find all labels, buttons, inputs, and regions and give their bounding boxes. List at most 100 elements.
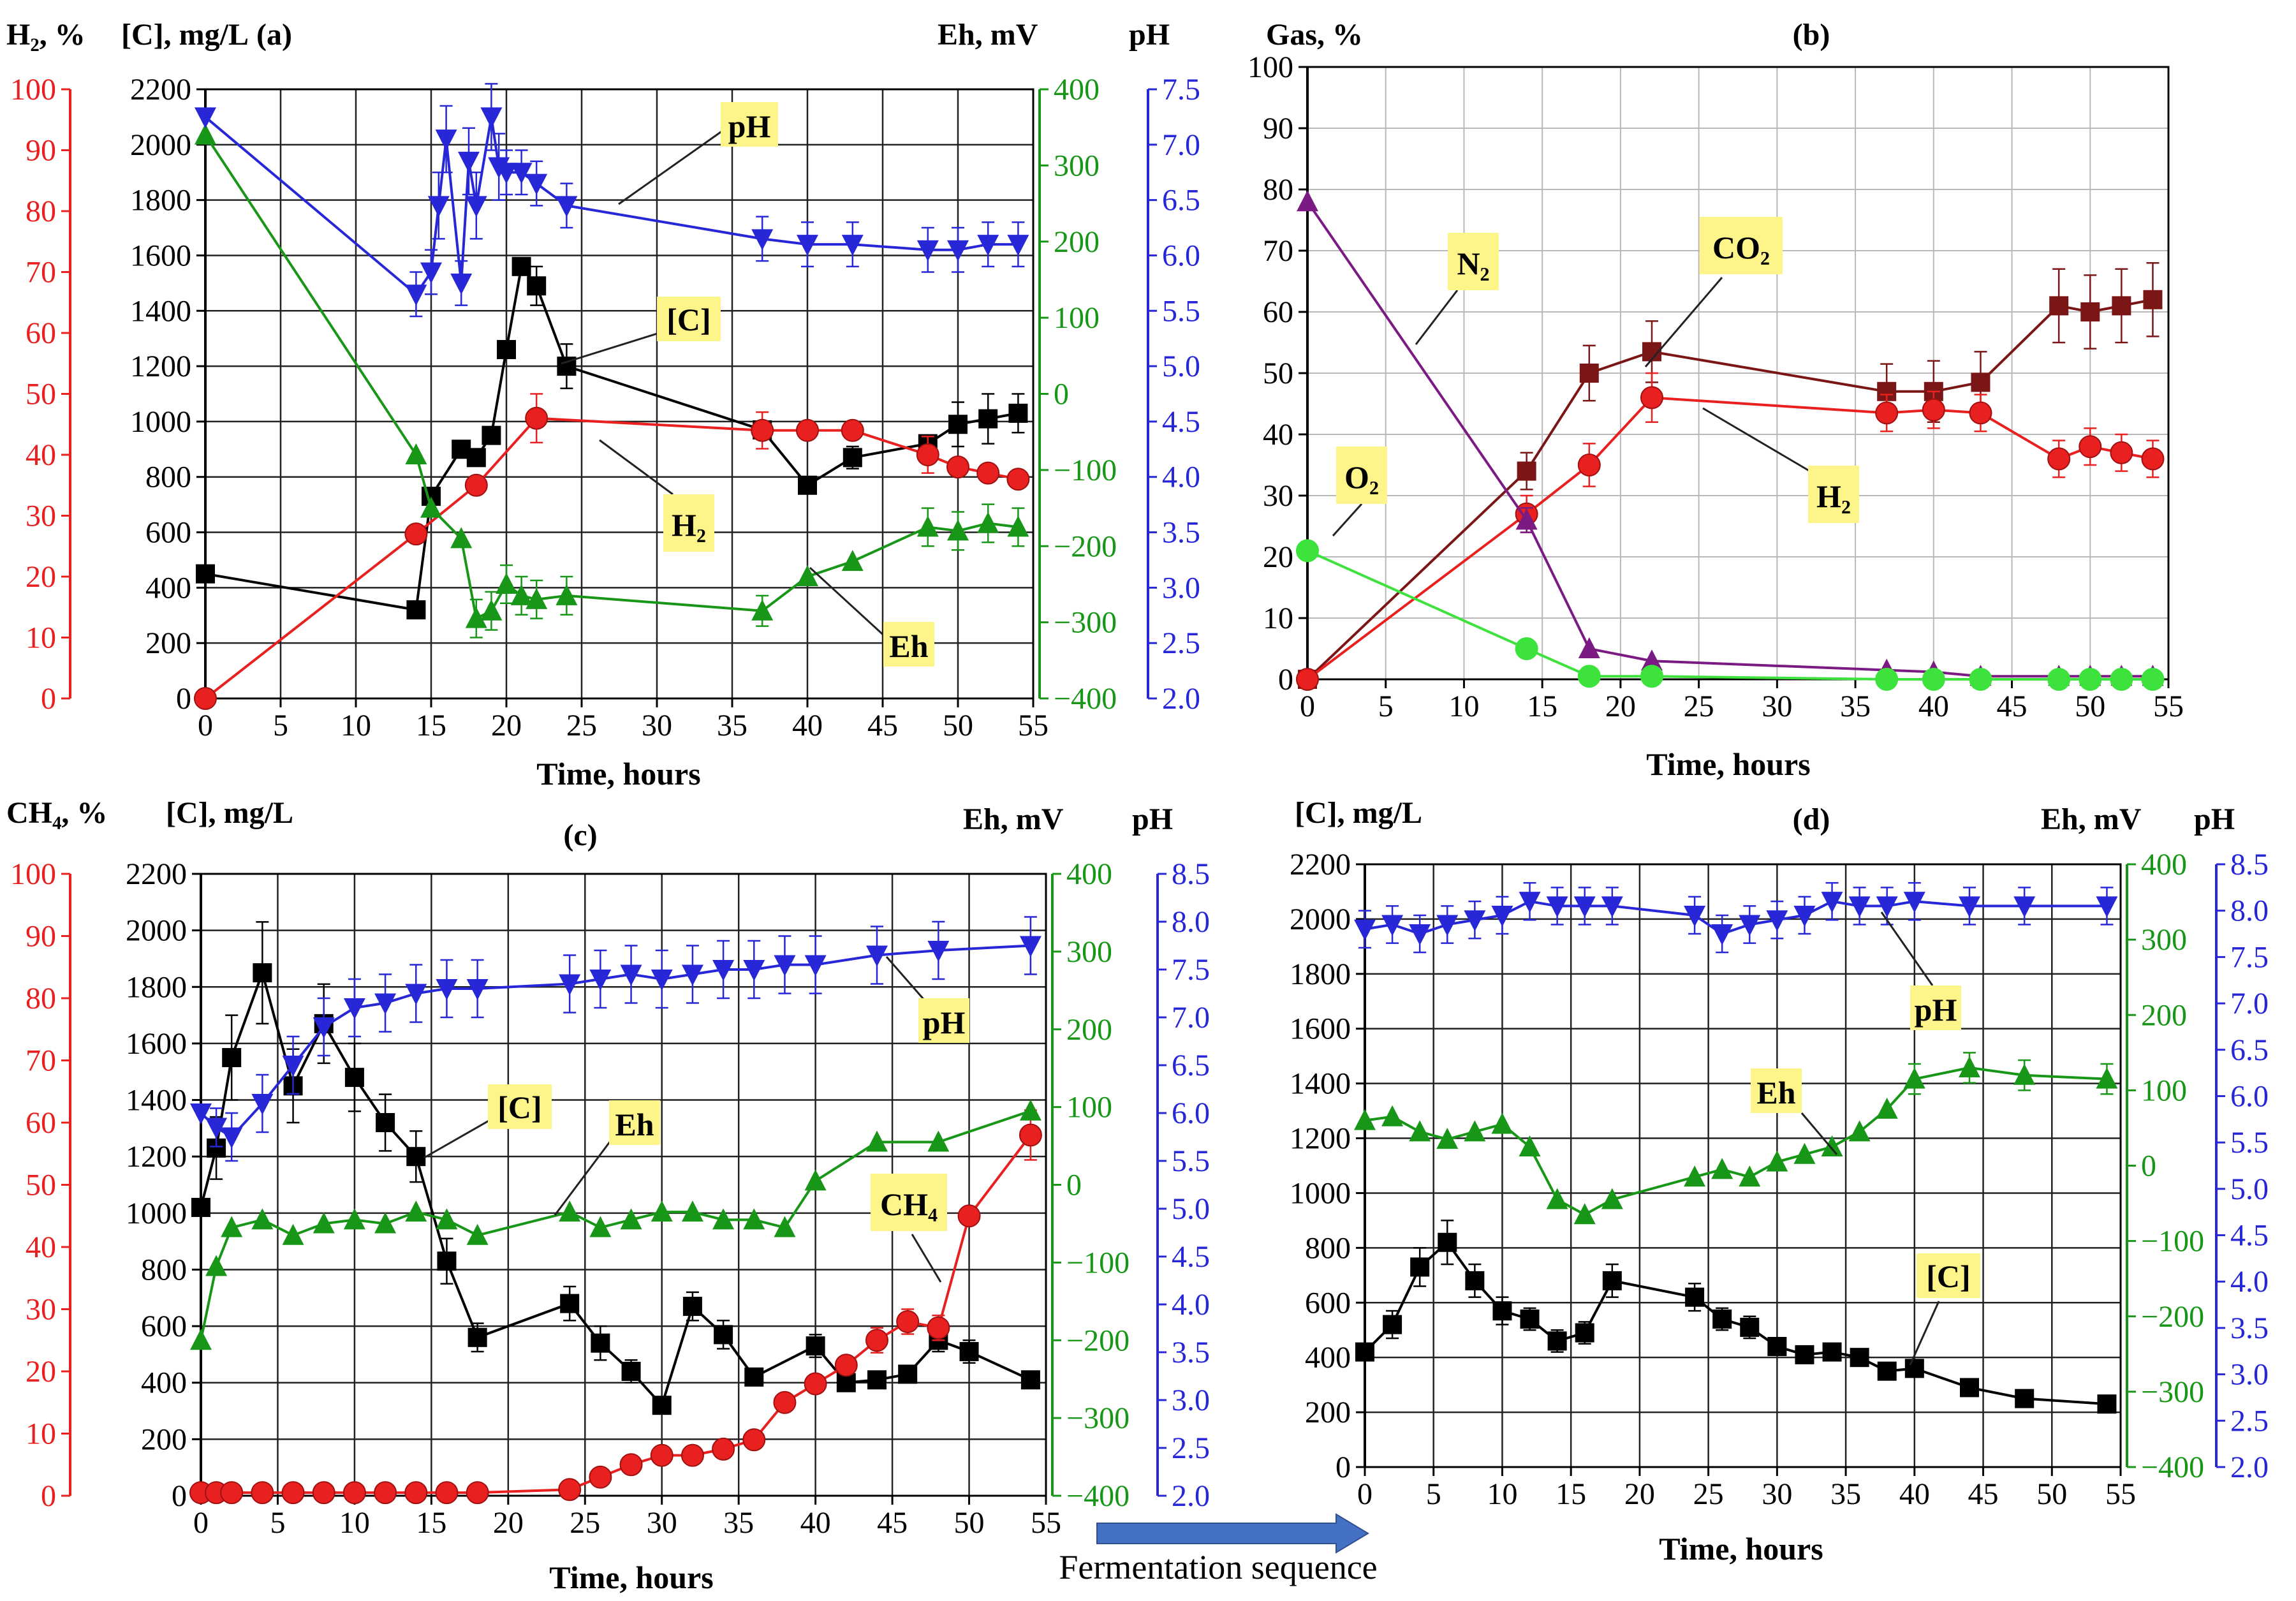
y-tick-label-right_eh: −200: [2141, 1300, 2204, 1334]
y-tick-label-left_pct: 70: [26, 1044, 56, 1078]
callout-a-ph: pH: [618, 102, 778, 205]
marker-point: [464, 473, 488, 497]
marker-point: [253, 963, 272, 983]
marker-point: [1876, 1097, 1898, 1119]
y-tick-label-right_ph: 3.0: [2230, 1358, 2269, 1392]
marker-point: [2080, 302, 2100, 321]
y-tick-label-right_eh: −100: [2141, 1225, 2204, 1258]
callout-c-ch4-box: [871, 1174, 947, 1231]
marker-point: [1355, 1342, 1374, 1362]
marker-point: [804, 955, 827, 977]
x-tick-label: 25: [1684, 690, 1714, 723]
y-tick-label-left_pct: 50: [26, 378, 56, 411]
callout-b-n2-text: N₂: [1457, 246, 1489, 281]
marker-point: [376, 1113, 395, 1132]
y-tick-label-left_pct: 90: [26, 134, 56, 168]
marker-point: [977, 235, 999, 256]
marker-point: [1793, 1142, 1816, 1164]
marker-point: [312, 1481, 335, 1505]
callout-b-h2-leader: [1702, 407, 1812, 473]
x-tick-label: 20: [491, 709, 522, 742]
marker-point: [1296, 668, 1319, 691]
marker-point: [867, 1370, 887, 1390]
x-tick-label: 10: [1487, 1477, 1517, 1511]
marker-point: [1684, 905, 1706, 927]
y-tick-label-right_eh: 400: [1054, 73, 1100, 107]
marker-point: [436, 979, 458, 1000]
marker-point: [406, 600, 426, 620]
marker-point: [1517, 461, 1536, 481]
marker-point: [1969, 668, 1992, 691]
x-tick-label: 25: [1693, 1477, 1724, 1511]
x-tick-label: 50: [943, 709, 973, 742]
marker-point: [898, 1364, 918, 1384]
marker-point: [742, 1428, 766, 1452]
x-tick-label: 10: [1448, 690, 1479, 723]
y-tick-label-left_c: 0: [172, 1479, 187, 1513]
panel-d-x-title: Time, hours: [1659, 1531, 1823, 1567]
y-tick-label-left_pct: 70: [26, 256, 56, 290]
marker-point: [1577, 454, 1601, 476]
x-tick-label: 45: [867, 709, 898, 742]
panel-b-label: (b): [1793, 18, 1830, 52]
marker-point: [589, 1216, 612, 1237]
marker-point: [1850, 1348, 1869, 1368]
callout-b-n2-leader: [1415, 290, 1459, 345]
callout-b-co2: CO₂: [1644, 217, 1783, 367]
series-line-green: [204, 134, 1019, 621]
callout-a-h2-text: H₂: [672, 507, 706, 543]
y-tick-label-left_pct: 40: [1263, 418, 1293, 452]
y-tick-label-left_c: 2000: [130, 128, 191, 162]
y-tick-label-right_ph: 7.5: [1162, 73, 1200, 107]
marker-point: [1766, 1150, 1788, 1172]
callout-d-c-text: [C]: [1926, 1258, 1970, 1294]
marker-point: [1546, 896, 1568, 918]
marker-point: [559, 974, 581, 996]
marker-point: [205, 1255, 228, 1276]
marker-point: [559, 1200, 581, 1222]
marker-point: [405, 1200, 427, 1222]
marker-point: [1821, 1135, 1843, 1156]
x-tick-label: 20: [493, 1506, 524, 1540]
marker-point: [946, 455, 969, 479]
marker-point: [1520, 1310, 1540, 1329]
marker-point: [1903, 1067, 1925, 1089]
marker-point: [313, 1017, 335, 1038]
y-tick-label-right_ph: 3.0: [1162, 571, 1200, 605]
marker-point: [527, 276, 547, 296]
y-tick-label-right_eh: −100: [1054, 454, 1117, 487]
marker-point: [896, 1310, 920, 1333]
y-tick-label-right_eh: −200: [1054, 529, 1117, 563]
marker-point: [1601, 1188, 1623, 1209]
y-tick-label-left_c: 1000: [130, 405, 191, 439]
y-tick-label-right_ph: 7.0: [1162, 128, 1200, 162]
marker-point: [466, 1223, 489, 1245]
y-tick-label-left_pct: 40: [26, 1230, 56, 1264]
marker-point: [1515, 637, 1538, 660]
marker-point: [2047, 668, 2071, 691]
marker-point: [221, 1216, 243, 1237]
marker-point: [560, 1294, 580, 1313]
marker-point: [1579, 364, 1599, 383]
callout-a-c-box: [657, 297, 721, 341]
y-tick-label-left_c: 1800: [1290, 957, 1351, 991]
marker-point: [556, 196, 578, 218]
callout-c-eh-text: Eh: [615, 1107, 654, 1142]
y-tick-label-right_eh: 200: [1054, 225, 1100, 259]
marker-point: [251, 1208, 274, 1230]
marker-point: [482, 425, 501, 445]
y-tick-label-left_pct: 90: [1263, 112, 1293, 145]
x-tick-label: 55: [1031, 1506, 1061, 1540]
y-tick-label-left_c: 200: [1305, 1396, 1351, 1429]
marker-point: [620, 1208, 642, 1230]
panel-d-header-right-1: Eh, mV: [2041, 802, 2142, 836]
callout-d-ph: pH: [1880, 911, 1961, 1030]
marker-point: [526, 173, 548, 195]
x-tick-label: 40: [1899, 1477, 1930, 1511]
y-tick-label-left_pct: 100: [1247, 50, 1293, 84]
marker-point: [1959, 896, 1980, 918]
y-tick-label-left_pct: 50: [1263, 357, 1293, 390]
marker-point: [619, 1453, 643, 1477]
panel-b-plot: 0 5 10 15 20 25 30 35 40 45 50 55 0 10 20 30 40 50 60 70 80 9…: [1247, 50, 2184, 723]
panel-c-header-left-1: CH₄, %: [6, 796, 107, 830]
